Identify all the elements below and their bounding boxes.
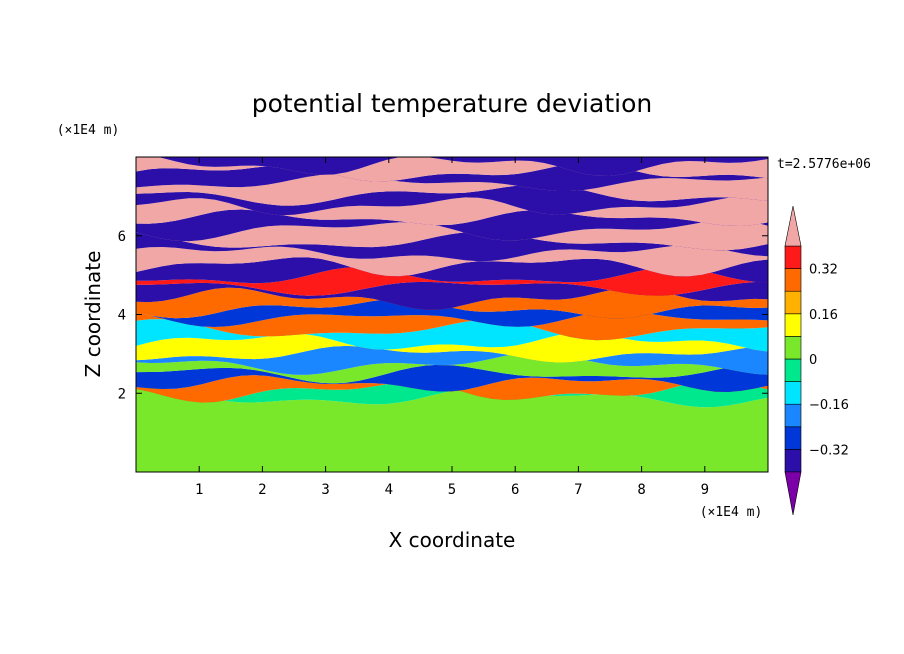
colorbar-swatch <box>784 449 802 473</box>
colorbar-swatch <box>784 358 802 382</box>
colorbar-tick-label: −0.32 <box>809 443 849 458</box>
x-tick-label: 5 <box>448 482 456 498</box>
y-axis-ticks: 2 4 6 <box>118 229 768 402</box>
y-tick-label: 6 <box>118 229 126 245</box>
contour-band <box>136 184 768 216</box>
contour-band <box>136 174 768 206</box>
colorbar-swatch <box>784 268 802 292</box>
chart-title: potential temperature deviation <box>252 89 652 118</box>
x-tick-label: 7 <box>574 482 582 498</box>
contour-band <box>136 352 768 384</box>
contour-band <box>136 281 768 310</box>
contour-band <box>136 364 768 392</box>
colorbar-tick-label: 0.32 <box>809 263 838 278</box>
contour-band <box>136 319 768 352</box>
colorbar: 0.32 0.16 0 −0.16 −0.32 <box>784 205 849 516</box>
colorbar-min-extension <box>784 471 802 516</box>
colorbar-tick-label: 0.16 <box>809 308 838 323</box>
colorbar-swatch <box>784 245 802 269</box>
y-tick-label: 2 <box>118 386 126 402</box>
time-label: t=2.5776e+06 <box>777 157 871 172</box>
colorbar-swatch <box>784 403 802 428</box>
x-tick-label: 6 <box>511 482 519 498</box>
colorbar-swatch <box>784 426 802 450</box>
colorbar-tick-label: −0.16 <box>809 398 849 413</box>
x-tick-label: 9 <box>701 482 709 498</box>
contour-band <box>136 298 768 327</box>
y-unit-label: (×1E4 m) <box>57 123 120 138</box>
contour-band <box>136 257 768 284</box>
colorbar-swatch <box>784 336 802 360</box>
colorbar-tick-label: 0 <box>809 353 817 368</box>
colorbar-swatch <box>784 290 802 315</box>
contour-band <box>136 345 768 375</box>
x-tick-label: 4 <box>385 482 393 498</box>
contour-band <box>136 209 768 242</box>
contour-band <box>136 196 768 226</box>
contour-band <box>136 332 768 363</box>
y-axis-label: Z coordinate <box>81 251 105 378</box>
x-tick-label: 2 <box>258 482 266 498</box>
x-axis-label: X coordinate <box>389 528 516 552</box>
x-axis-ticks: 1 2 3 4 5 6 7 8 9 <box>195 157 709 498</box>
contour-band <box>136 267 768 296</box>
contour-band <box>136 287 768 319</box>
x-unit-label: (×1E4 m) <box>700 505 763 520</box>
colorbar-max-extension <box>784 205 802 247</box>
x-tick-label: 3 <box>321 482 329 498</box>
contour-band <box>136 219 768 251</box>
contour-band <box>136 311 768 341</box>
x-tick-label: 8 <box>637 482 645 498</box>
colorbar-swatch <box>784 313 802 337</box>
contour-field <box>136 157 768 472</box>
contour-band <box>136 387 768 472</box>
contour-band <box>136 245 768 277</box>
x-tick-label: 1 <box>195 482 203 498</box>
contour-band <box>136 231 768 262</box>
colorbar-swatch <box>784 381 802 405</box>
y-tick-label: 4 <box>118 308 126 324</box>
contour-band <box>157 157 768 176</box>
